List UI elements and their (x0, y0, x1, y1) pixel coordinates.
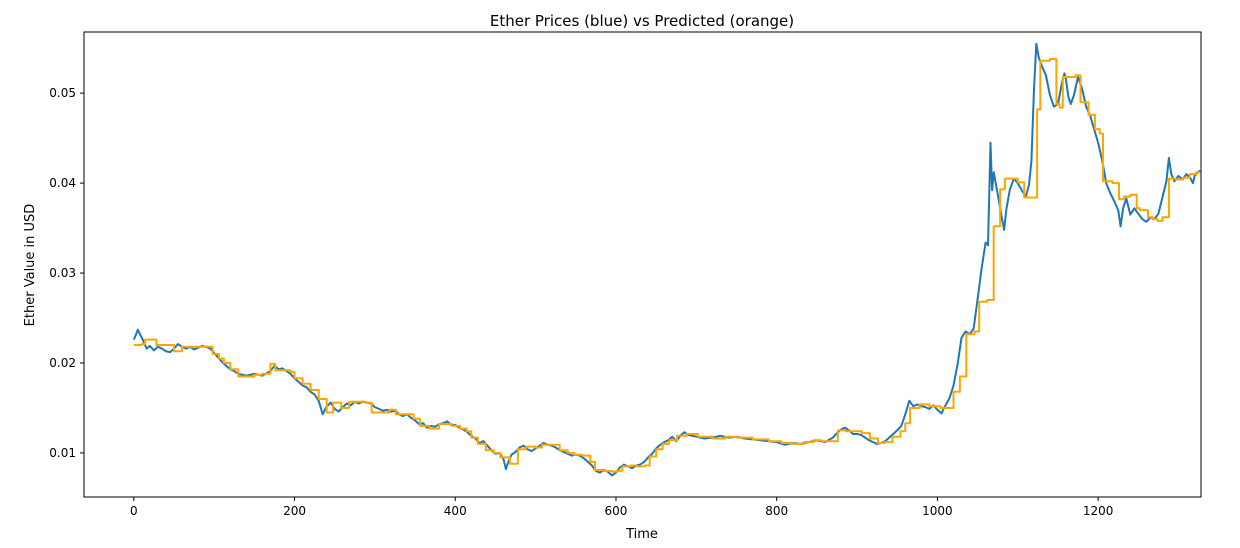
y-tick-label: 0.02 (49, 356, 76, 370)
x-tick-label: 200 (283, 504, 306, 518)
y-tick-label: 0.04 (49, 176, 76, 190)
plot-lines (132, 42, 1201, 477)
y-axis: 0.01 0.02 0.03 0.04 0.05 (49, 86, 84, 460)
x-axis-label: Time (625, 527, 658, 542)
series-line-2 (133, 58, 1201, 473)
x-tick-label: 800 (765, 504, 788, 518)
x-tick-label: 600 (605, 504, 628, 518)
x-axis: 0 200 400 600 800 1000 1200 (130, 497, 1113, 518)
plot-frame (83, 31, 1202, 498)
series-line-1 (132, 42, 1201, 477)
y-tick-label: 0.01 (49, 446, 76, 460)
x-tick-label: 400 (444, 504, 467, 518)
x-tick-label: 0 (130, 504, 138, 518)
x-tick-label: 1000 (922, 504, 953, 518)
y-tick-label: 0.05 (49, 86, 76, 100)
y-tick-label: 0.03 (49, 266, 76, 280)
chart-title: Ether Prices (blue) vs Predicted (orange… (490, 12, 794, 30)
x-tick-label: 1200 (1083, 504, 1114, 518)
y-axis-label: Ether Value in USD (23, 204, 38, 327)
